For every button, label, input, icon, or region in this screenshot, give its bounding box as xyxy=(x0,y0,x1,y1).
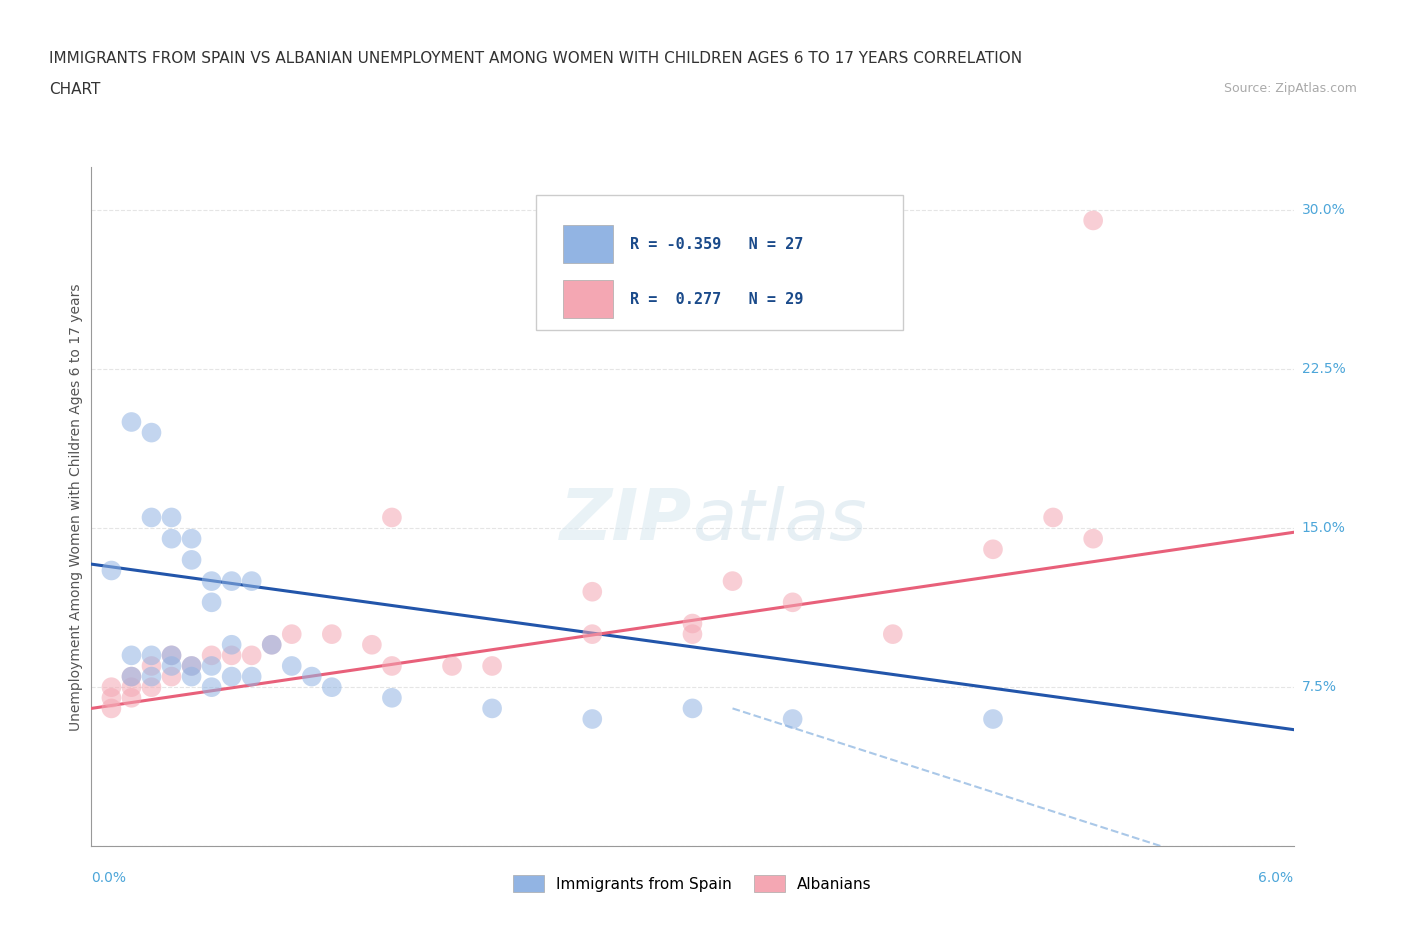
Text: 22.5%: 22.5% xyxy=(1302,362,1346,376)
Point xyxy=(481,658,503,673)
Point xyxy=(141,670,163,684)
Point xyxy=(201,648,224,663)
Point xyxy=(260,637,283,652)
Point xyxy=(180,658,202,673)
Point xyxy=(201,680,224,695)
Point xyxy=(882,627,904,642)
Point xyxy=(381,658,404,673)
Point xyxy=(121,670,143,684)
Point xyxy=(240,648,263,663)
Point xyxy=(681,616,703,631)
Text: 30.0%: 30.0% xyxy=(1302,203,1346,217)
Point xyxy=(121,648,143,663)
Point xyxy=(240,670,263,684)
Point xyxy=(121,680,143,695)
Point xyxy=(180,658,202,673)
Point xyxy=(141,425,163,440)
Point xyxy=(180,670,202,684)
Point xyxy=(240,574,263,589)
Point xyxy=(721,574,744,589)
Point xyxy=(201,595,224,610)
Point xyxy=(681,627,703,642)
Legend: Immigrants from Spain, Albanians: Immigrants from Spain, Albanians xyxy=(505,868,880,899)
Point xyxy=(581,711,603,726)
Text: 0.0%: 0.0% xyxy=(91,871,127,885)
Point xyxy=(440,658,463,673)
Point xyxy=(321,680,343,695)
Point xyxy=(1083,213,1105,228)
Point xyxy=(321,627,343,642)
Point xyxy=(782,595,804,610)
Point xyxy=(100,563,122,578)
Text: Source: ZipAtlas.com: Source: ZipAtlas.com xyxy=(1223,82,1357,95)
Point xyxy=(581,627,603,642)
Point xyxy=(180,552,202,567)
Point xyxy=(100,680,122,695)
Point xyxy=(1042,510,1064,525)
Point xyxy=(160,658,183,673)
Point xyxy=(201,574,224,589)
Text: 6.0%: 6.0% xyxy=(1258,871,1294,885)
Point xyxy=(301,670,323,684)
Point xyxy=(160,648,183,663)
Point xyxy=(221,574,243,589)
Point xyxy=(100,690,122,705)
Point xyxy=(681,701,703,716)
Point xyxy=(160,510,183,525)
Point xyxy=(141,658,163,673)
Text: 15.0%: 15.0% xyxy=(1302,521,1346,535)
Text: CHART: CHART xyxy=(49,82,101,97)
Point xyxy=(381,510,404,525)
Point xyxy=(221,648,243,663)
Point xyxy=(141,680,163,695)
Point xyxy=(141,648,163,663)
Point xyxy=(201,658,224,673)
Text: R = -0.359   N = 27: R = -0.359 N = 27 xyxy=(630,236,803,252)
Point xyxy=(360,637,382,652)
Point xyxy=(160,648,183,663)
Point xyxy=(260,637,283,652)
Point xyxy=(221,637,243,652)
Point xyxy=(782,711,804,726)
Bar xyxy=(562,225,613,263)
Point xyxy=(381,690,404,705)
Point xyxy=(481,701,503,716)
Bar xyxy=(562,281,613,318)
FancyBboxPatch shape xyxy=(536,194,903,330)
Point xyxy=(121,415,143,430)
Text: R =  0.277   N = 29: R = 0.277 N = 29 xyxy=(630,292,803,307)
Point xyxy=(221,670,243,684)
Point xyxy=(981,542,1004,557)
Point xyxy=(281,627,304,642)
Point xyxy=(121,670,143,684)
Text: atlas: atlas xyxy=(692,486,868,555)
Text: ZIP: ZIP xyxy=(560,486,692,555)
Point xyxy=(180,531,202,546)
Point xyxy=(160,670,183,684)
Point xyxy=(281,658,304,673)
Text: IMMIGRANTS FROM SPAIN VS ALBANIAN UNEMPLOYMENT AMONG WOMEN WITH CHILDREN AGES 6 : IMMIGRANTS FROM SPAIN VS ALBANIAN UNEMPL… xyxy=(49,51,1022,66)
Point xyxy=(1083,531,1105,546)
Point xyxy=(160,531,183,546)
Point xyxy=(981,711,1004,726)
Point xyxy=(121,690,143,705)
Y-axis label: Unemployment Among Women with Children Ages 6 to 17 years: Unemployment Among Women with Children A… xyxy=(69,283,83,731)
Point xyxy=(581,584,603,599)
Point xyxy=(100,701,122,716)
Text: 7.5%: 7.5% xyxy=(1302,680,1337,694)
Point xyxy=(141,510,163,525)
